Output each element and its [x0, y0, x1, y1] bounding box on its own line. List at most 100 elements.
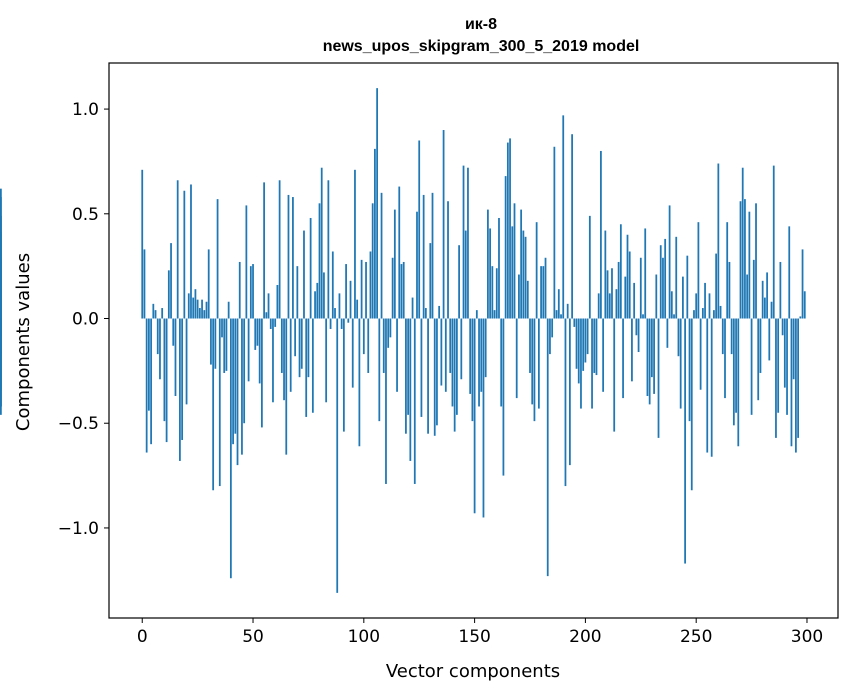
bar-275 [750, 318, 753, 415]
bar-268 [735, 318, 737, 413]
bar-27 [201, 299, 203, 319]
x-axis-ticks: 0 50 100 150 200 250 300 [137, 618, 823, 647]
bar-112 [389, 318, 392, 338]
bar-246 [686, 255, 689, 319]
bar-126 [420, 318, 423, 417]
bar-253 [701, 308, 704, 319]
bar-76 [309, 217, 312, 319]
bar-83 [325, 318, 328, 403]
bar-85 [329, 318, 332, 329]
bar-149 [471, 318, 474, 422]
bar-14 [172, 318, 175, 346]
bar-270 [739, 201, 742, 319]
bar-25 [196, 299, 199, 319]
bar-64 [283, 318, 285, 401]
bar-116 [398, 186, 401, 319]
bar-29 [205, 301, 208, 319]
bar-129 [427, 318, 429, 434]
x-tick-label: 300 [791, 627, 823, 647]
bar-124 [416, 211, 418, 319]
bar-86 [331, 251, 334, 319]
bar-206 [597, 293, 600, 319]
bar-90 [340, 318, 343, 329]
bar-170 [518, 274, 520, 319]
bar-239 [670, 291, 673, 319]
bar-210 [606, 270, 609, 319]
bar-240 [673, 314, 675, 319]
bar-133 [436, 318, 438, 426]
bar-78 [314, 291, 316, 319]
bar-157 [489, 228, 491, 319]
bar-287 [777, 318, 780, 413]
bar-220 [628, 251, 631, 319]
bar-163 [502, 318, 505, 476]
bar-161 [498, 217, 500, 319]
bar-168 [513, 203, 516, 319]
bar-107 [378, 318, 381, 422]
bar-111 [387, 318, 390, 348]
bar-11 [165, 318, 168, 443]
bar-252 [699, 318, 702, 390]
y-tick-label: 0.5 [72, 205, 99, 225]
bar-136 [442, 130, 445, 319]
bar-34 [216, 199, 219, 319]
bar-20 [185, 318, 188, 405]
bar-65 [285, 318, 288, 455]
bar-45 [241, 318, 243, 455]
bar-234 [659, 245, 662, 319]
bar-146 [464, 230, 467, 319]
bar-177 [533, 318, 536, 422]
bar-202 [588, 215, 591, 319]
y-axis-ticks: −1.0 −0.5 0.0 0.5 1.0 [58, 100, 109, 539]
bar-18 [181, 318, 184, 440]
y-tick-label: 0.0 [72, 310, 99, 330]
bar-181 [542, 266, 545, 319]
bar-105 [374, 148, 376, 319]
bar-59 [272, 318, 274, 403]
x-tick-label: 200 [569, 627, 601, 647]
bar-243 [679, 318, 682, 409]
y-tick-label: −0.5 [58, 414, 99, 434]
bar-278 [757, 318, 760, 401]
bar-30 [207, 249, 210, 319]
bar-52 [256, 318, 259, 346]
bar-244 [682, 276, 684, 319]
y-tick-label: −1.0 [58, 519, 99, 539]
bar-70 [296, 266, 299, 319]
bar-84 [327, 180, 330, 319]
bar-218 [624, 276, 627, 319]
x-tick-label: 100 [348, 627, 380, 647]
bar-127 [422, 194, 425, 319]
bar-153 [480, 318, 483, 392]
bar-120 [407, 318, 410, 415]
bar-194 [571, 134, 573, 319]
bar-135 [440, 318, 443, 386]
bar-128 [424, 308, 427, 319]
bar-24 [194, 289, 197, 319]
bar-262 [721, 318, 724, 355]
bar-178 [535, 222, 538, 319]
bar-5 [152, 303, 155, 319]
bar-12 [167, 270, 170, 319]
bar-41 [232, 318, 234, 445]
bar-55 [263, 182, 265, 319]
bar-103 [369, 251, 372, 319]
bar-174 [526, 280, 529, 319]
bar-31 [210, 318, 212, 365]
bar-118 [402, 261, 405, 319]
bar-142 [456, 318, 458, 415]
bar-241 [675, 236, 678, 319]
bar-230 [650, 318, 653, 378]
bar-44 [238, 261, 241, 319]
bar-263 [724, 318, 726, 399]
bar-88 [336, 318, 339, 593]
bar-91 [342, 318, 345, 432]
bar-197 [577, 318, 580, 384]
bar-272 [744, 199, 746, 319]
bar-221 [631, 318, 633, 382]
bar-208 [602, 318, 605, 392]
bar-16 [176, 180, 179, 319]
bar-169 [515, 318, 518, 399]
bar-92 [345, 264, 347, 319]
